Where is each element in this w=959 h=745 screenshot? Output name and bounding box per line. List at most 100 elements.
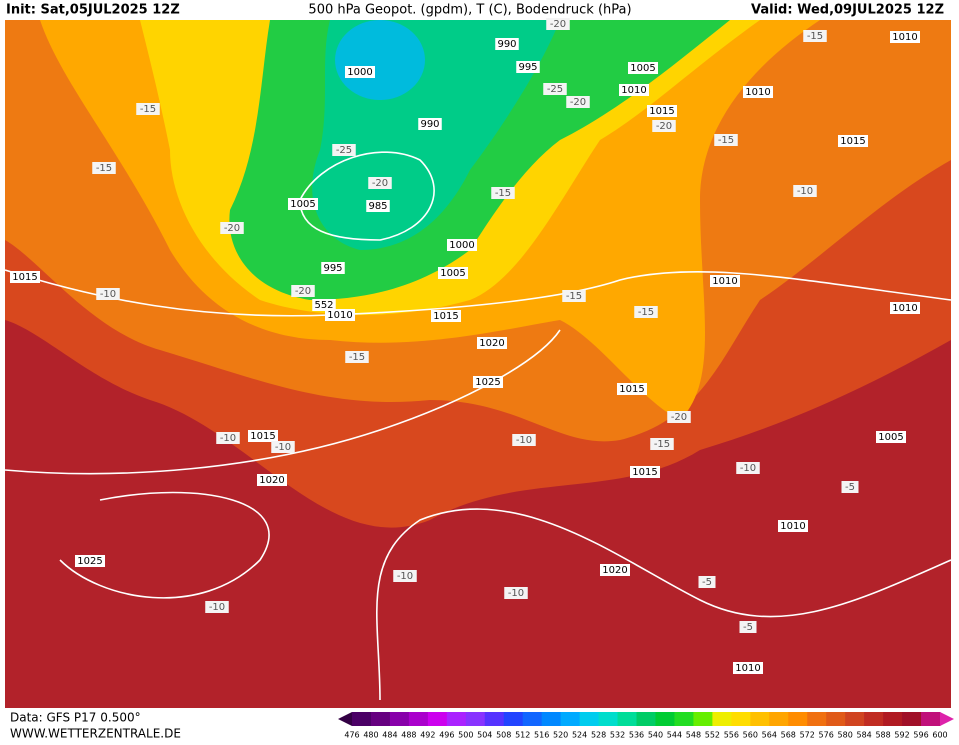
colorbar-box: [522, 712, 543, 726]
pressure-label: 1015: [632, 467, 657, 478]
pressure-label-box: [288, 198, 318, 210]
temperature-label-box: [345, 351, 369, 363]
colorbar-label: 516: [534, 731, 549, 740]
pressure-label-box: [431, 310, 461, 322]
colorbar-label: 524: [572, 731, 587, 740]
temperature-label: -20: [570, 97, 586, 108]
temperature-label: -10: [508, 588, 524, 599]
pressure-label-box: [876, 431, 906, 443]
colorbar-box: [902, 712, 922, 726]
temperature-label-box: [220, 222, 244, 234]
pressure-label-box: [733, 662, 763, 674]
temperature-label-box: [667, 411, 691, 423]
colorbar-label: 580: [838, 731, 853, 740]
colorbar-box: [693, 712, 713, 726]
isobars: [4, 151, 952, 701]
pressure-label: 1015: [649, 106, 674, 117]
temperature-label-box: [650, 438, 674, 450]
temperature-label: -5: [743, 622, 753, 633]
pressure-label-box: [890, 302, 920, 314]
pressure-label: 1010: [892, 303, 917, 314]
pressure-label: 1005: [290, 199, 315, 210]
temperature-label-box: [332, 144, 356, 156]
colorbar-label: 520: [553, 731, 568, 740]
colorbar-label: 480: [363, 731, 378, 740]
temperature-label: -20: [656, 121, 672, 132]
pressure-label: 995: [323, 263, 342, 274]
pressure-label: 1015: [840, 136, 865, 147]
pressure-label-box: [838, 135, 868, 147]
pressure-label: 985: [368, 201, 387, 212]
colorbar-box: [883, 712, 903, 726]
temperature-label: -25: [336, 145, 352, 156]
pressure-label: 1005: [630, 63, 655, 74]
temperature-label: -15: [807, 31, 823, 42]
colorbar-label: 540: [648, 731, 663, 740]
temperature-label-box: [543, 83, 567, 95]
colorbar: 476 480 484 488 492 496 500 504 508 512 516 520 524 5…: [338, 712, 954, 740]
pressure-label: 1020: [479, 338, 504, 349]
temperature-label: -10: [100, 289, 116, 300]
pressure-label-box: [473, 376, 503, 388]
pressure-label: 1025: [475, 377, 500, 388]
pressure-label: 990: [497, 39, 516, 50]
pressure-label: 1015: [619, 384, 644, 395]
site: WWW.WETTERZENTRALE.DE: [10, 727, 181, 741]
colorbar-label: 528: [591, 731, 606, 740]
pressure-label: 1000: [347, 67, 372, 78]
temperature-label: -5: [845, 482, 855, 493]
colorbar-box: [598, 712, 619, 726]
pressure-label-box: [628, 62, 658, 74]
temperature-label: -20: [372, 178, 388, 189]
pressure-label-box: [447, 239, 477, 251]
colorbar-box: [655, 712, 675, 726]
map-field: [5, 20, 951, 708]
pressure-label-box: [418, 118, 442, 130]
colorbar-label: 564: [762, 731, 777, 740]
colorbar-label: 536: [629, 731, 644, 740]
colorbar-box: [674, 712, 694, 726]
pressure-label-box: [10, 271, 40, 283]
pressure-label: 1010: [712, 276, 737, 287]
colorbar-label: 484: [382, 731, 397, 740]
data-source: Data: GFS P17 0.500°: [10, 711, 141, 725]
colorbar-box: [427, 712, 448, 726]
colorbar-label: 556: [724, 731, 739, 740]
colorbar-label: 508: [496, 731, 511, 740]
temperature-label: -5: [702, 577, 712, 588]
pressure-label: 1010: [892, 32, 917, 43]
pressure-label: 1015: [433, 311, 458, 322]
colorbar-box: [788, 712, 808, 726]
colorbar-box: [845, 712, 865, 726]
temperature-label: -20: [671, 412, 687, 423]
colorbar-label: 568: [781, 731, 796, 740]
temperature-label-box: [92, 162, 116, 174]
colorbar-label: 592: [894, 731, 909, 740]
pressure-label-box: [75, 555, 105, 567]
pressure-label-box: [630, 466, 660, 478]
colorbar-box: [921, 712, 941, 726]
temperature-label-box: [803, 30, 827, 42]
temperature-label-box: [393, 570, 417, 582]
temperature-label: -15: [638, 307, 654, 318]
pressure-label-box: [257, 474, 287, 486]
temperature-label-box: [566, 96, 590, 108]
pressure-label-box: [600, 564, 630, 576]
colorbar-box: [465, 712, 486, 726]
colorbar-label: 512: [515, 731, 530, 740]
colorbar-end: [940, 712, 954, 726]
colorbar-label: 548: [686, 731, 701, 740]
pressure-label: 1020: [602, 565, 627, 576]
temperature-label-box: [512, 434, 536, 446]
temperature-label: -10: [516, 435, 532, 446]
temperature-label-box: [504, 587, 528, 599]
temperature-label: -15: [654, 439, 670, 450]
pressure-label: 1010: [621, 85, 646, 96]
pressure-label-box: [321, 262, 345, 274]
temperature-label: -15: [495, 188, 511, 199]
temperature-label-box: [491, 187, 515, 199]
colorbar-label: 584: [856, 731, 871, 740]
pressure-label-box: [890, 31, 920, 43]
colorbar-box: [636, 712, 656, 726]
